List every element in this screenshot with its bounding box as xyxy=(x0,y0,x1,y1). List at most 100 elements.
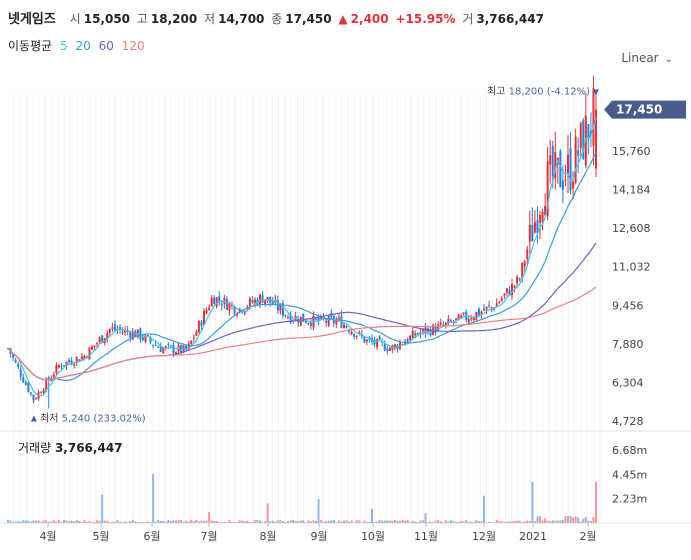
volume-bar xyxy=(208,512,211,523)
volume-bar xyxy=(299,520,302,523)
volume-bar xyxy=(180,519,183,523)
volume-bar xyxy=(85,521,88,523)
volume-bar xyxy=(477,521,480,523)
volume-bar xyxy=(83,520,86,523)
volume-bar xyxy=(508,521,511,523)
candle-body xyxy=(248,298,251,307)
candle-body xyxy=(518,278,521,280)
candle-body xyxy=(353,333,356,337)
change-arrow-icon: ▲ xyxy=(338,12,348,26)
candle-body xyxy=(203,310,205,325)
candle-body xyxy=(327,315,330,326)
volume-bar xyxy=(404,520,407,523)
volume-bar xyxy=(228,520,231,523)
volume-bar xyxy=(353,522,356,523)
volume-bar xyxy=(279,519,282,523)
candle-body xyxy=(45,378,48,391)
candle-body xyxy=(131,331,134,340)
volume-bar xyxy=(50,521,53,523)
volume-bar xyxy=(248,522,251,523)
candle-body xyxy=(442,324,445,326)
candle-body xyxy=(213,297,216,305)
volume-bar xyxy=(264,521,267,523)
candle-body xyxy=(561,180,564,190)
volume-bar xyxy=(556,520,559,523)
candle-body xyxy=(261,295,264,303)
candle-body xyxy=(70,360,73,365)
volume-bar xyxy=(24,520,27,523)
volume-bar xyxy=(187,521,190,523)
candle-body xyxy=(259,294,261,304)
candle-body xyxy=(416,333,419,335)
candle-body xyxy=(350,331,353,335)
volume-bar xyxy=(485,522,488,523)
volume-bar xyxy=(396,520,399,523)
volume-bar xyxy=(332,519,335,523)
volume-bar xyxy=(409,521,412,523)
candle-body xyxy=(205,309,208,314)
volume-bar xyxy=(391,520,394,523)
candle-body xyxy=(483,308,485,311)
candle-body xyxy=(582,120,585,159)
volume-bar xyxy=(251,521,254,523)
candle-body xyxy=(190,340,193,345)
candle-body xyxy=(253,299,256,304)
candle-body xyxy=(302,313,305,322)
price-tick-label: 14,184 xyxy=(612,184,651,197)
chart-grid xyxy=(0,95,691,524)
volume-bar xyxy=(518,520,521,523)
volume-bar xyxy=(483,495,485,523)
volume-bar xyxy=(360,522,363,523)
volume-bar xyxy=(460,520,463,523)
candle-body xyxy=(500,298,503,301)
volume-bar xyxy=(444,520,447,523)
volume-bar xyxy=(292,519,295,523)
candle-body xyxy=(279,304,282,311)
volume-bar xyxy=(274,521,277,523)
volume-bar xyxy=(9,520,12,523)
candle-body xyxy=(503,293,506,296)
candle-body xyxy=(98,337,101,343)
candle-body xyxy=(218,296,221,301)
open-value: 15,050 xyxy=(83,12,131,26)
volume-bar xyxy=(452,520,455,523)
volume-bar xyxy=(541,520,544,523)
stock-name: 넷게임즈 xyxy=(8,12,56,27)
candle-body xyxy=(539,215,541,223)
scale-dropdown[interactable]: Linear ⌄ xyxy=(621,51,673,65)
candle-body xyxy=(78,359,81,362)
date-tick-label: 12월 xyxy=(472,530,496,543)
low-label: 저 xyxy=(204,12,216,26)
candle-body xyxy=(225,299,228,311)
candle-body xyxy=(187,343,190,349)
candle-body xyxy=(129,332,132,338)
volume-bar xyxy=(373,522,376,523)
volume-bar xyxy=(378,519,381,523)
candle-body xyxy=(144,335,147,342)
volume-bar xyxy=(544,518,547,523)
candle-body xyxy=(149,337,152,343)
candle-body xyxy=(414,332,417,336)
volume-bar xyxy=(498,520,501,523)
volume-bar xyxy=(574,516,577,523)
volume-bar xyxy=(106,520,109,523)
candle-body xyxy=(80,356,83,360)
volume-bar xyxy=(185,520,188,523)
candle-body xyxy=(343,324,345,329)
volume-bar xyxy=(434,520,437,523)
candle-body xyxy=(47,377,50,380)
volume-title: 거래량 3,766,447 xyxy=(18,439,123,456)
volume-bar xyxy=(116,520,119,523)
volume-bar xyxy=(551,520,554,523)
candle-body xyxy=(154,345,157,347)
candle-body xyxy=(358,332,361,334)
volume-bar xyxy=(177,520,180,523)
stock-header: 넷게임즈 시 15,050 고 18,200 저 14,700 종 17,450 ▲ 2,… xyxy=(8,8,547,27)
candle-body xyxy=(444,322,447,325)
candle-body xyxy=(528,224,531,242)
volume-bar xyxy=(195,519,198,523)
volume-bar xyxy=(592,517,595,523)
volume-bar xyxy=(218,522,221,523)
volume-bar xyxy=(149,522,152,523)
